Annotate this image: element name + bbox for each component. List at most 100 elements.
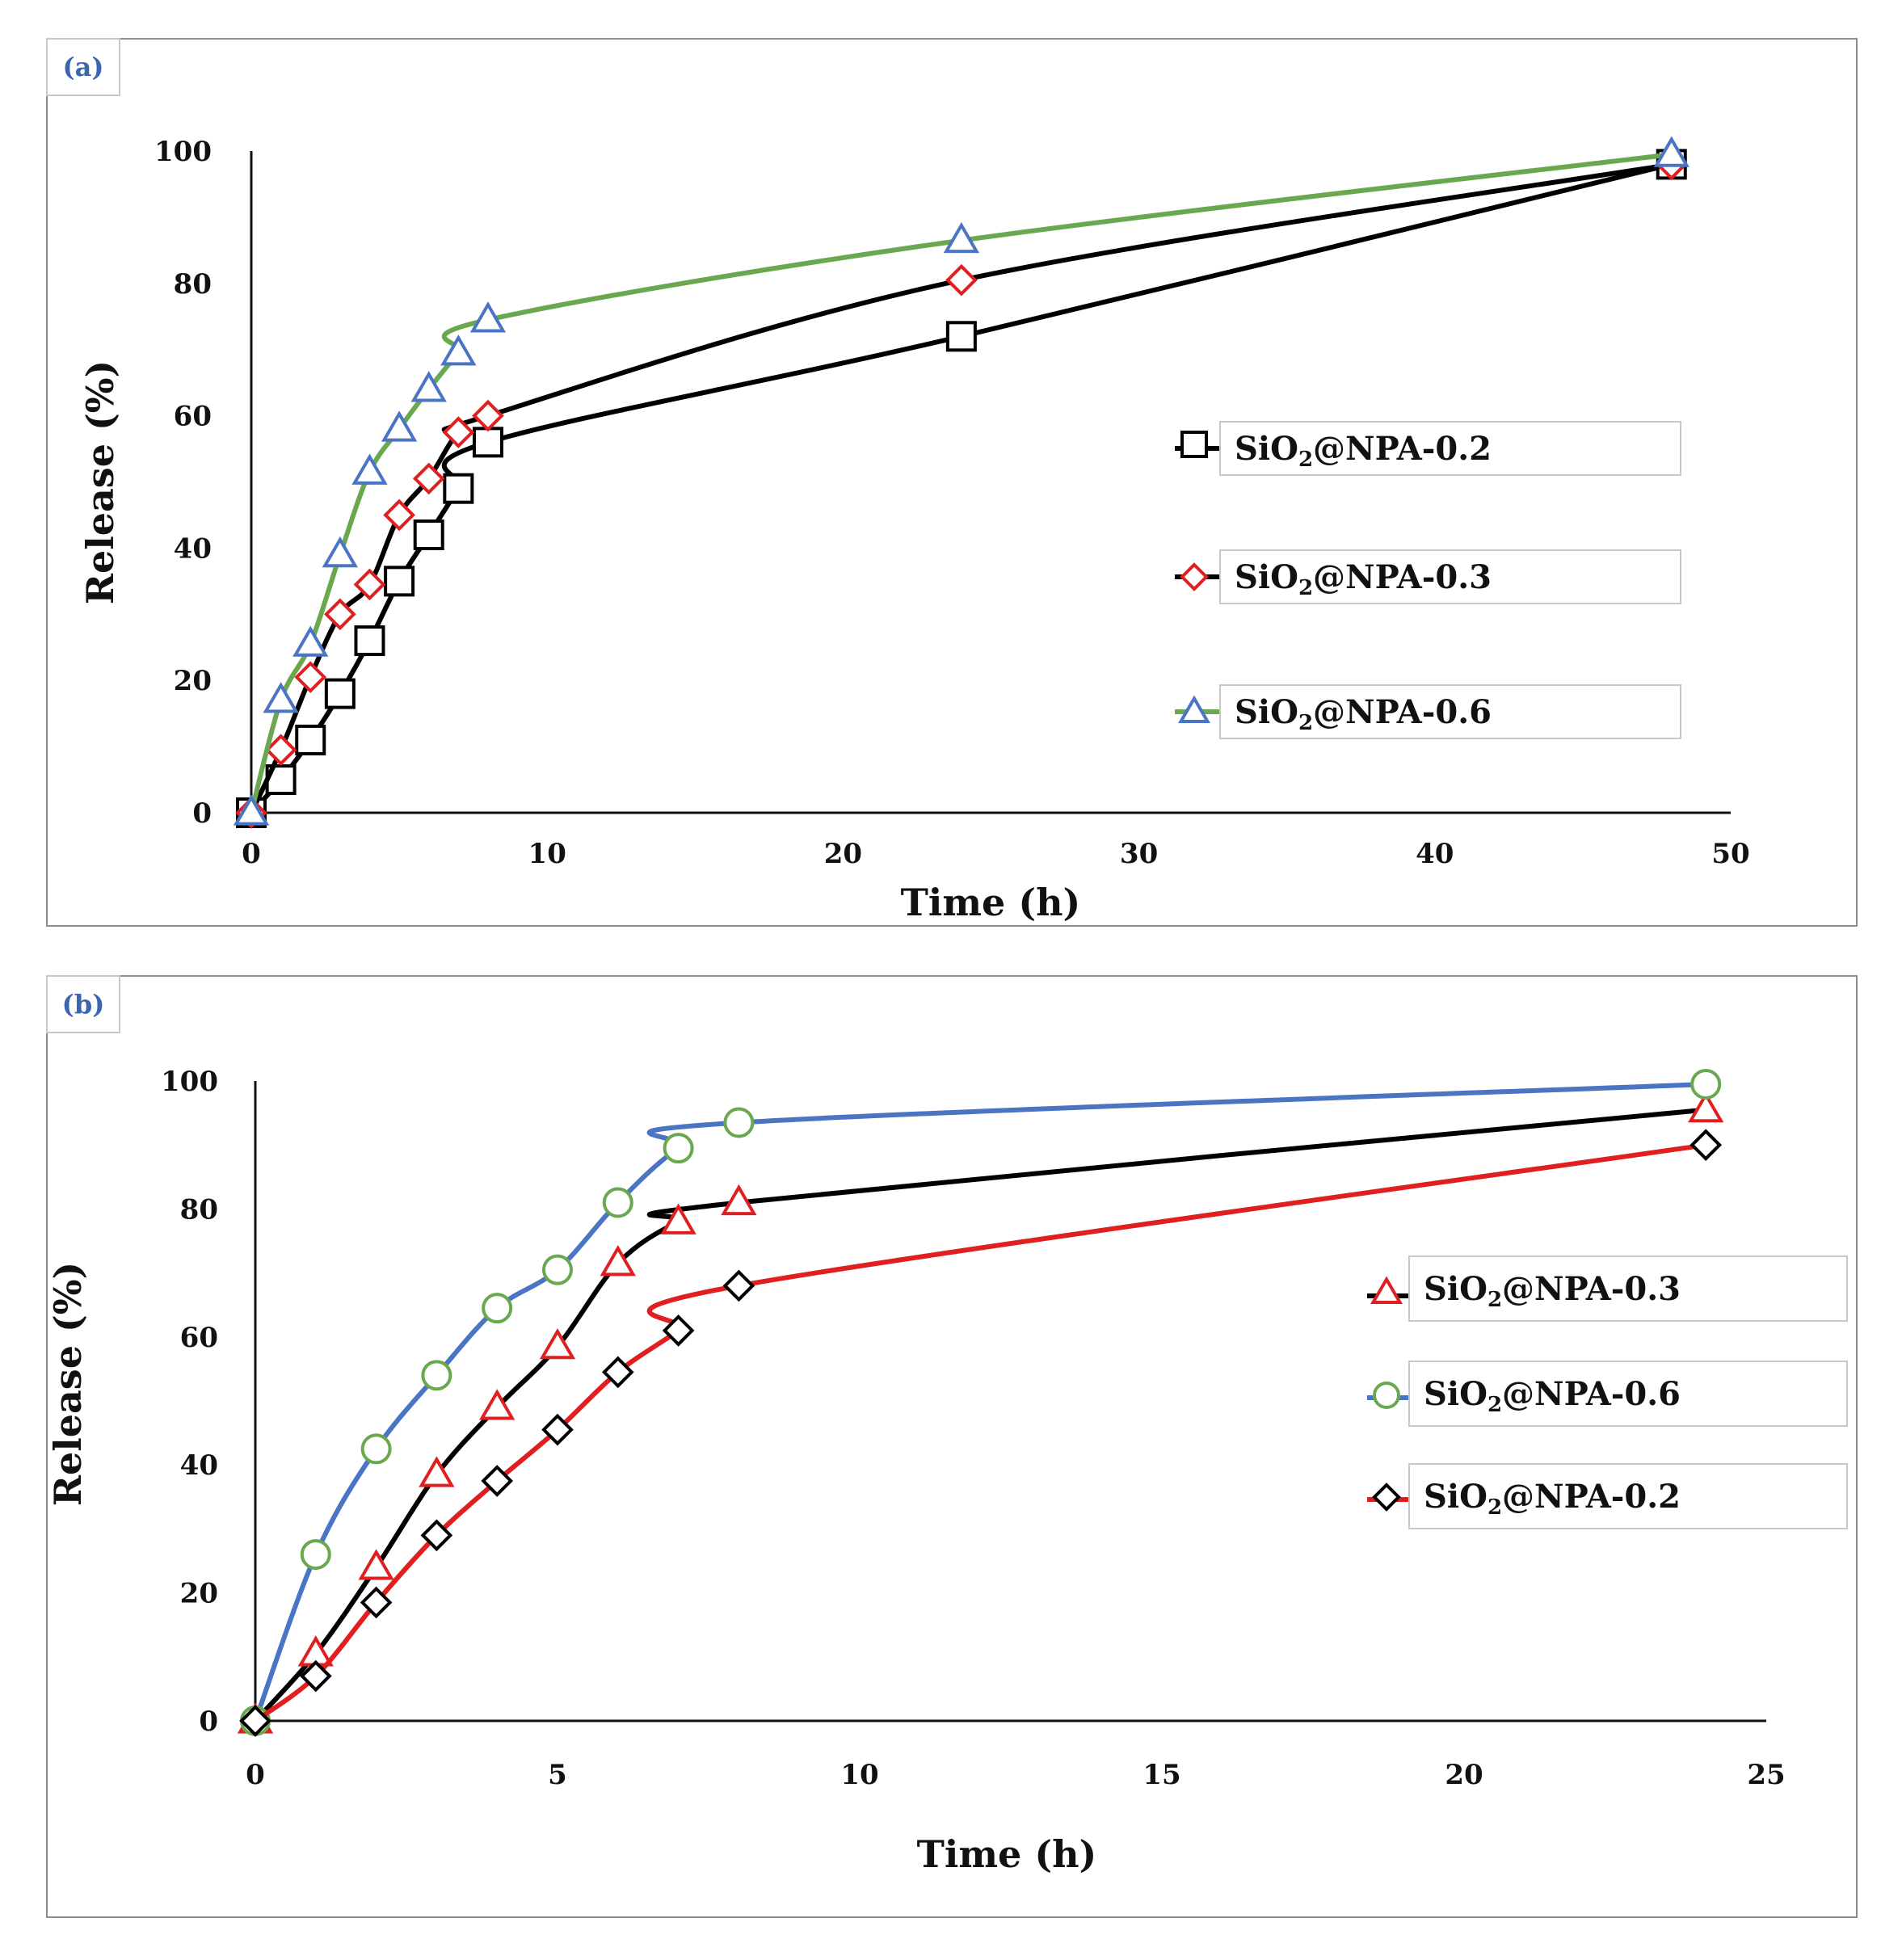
x-tick-label: 0 [246, 1759, 265, 1791]
panel-label-box [46, 975, 120, 1033]
panel-label: (a) [62, 52, 103, 82]
data-point [442, 416, 475, 448]
series-npa-0.6 [233, 136, 1689, 826]
legend-entry: SiO2@NPA-0.2 [1175, 421, 1681, 476]
y-tick-label: 60 [180, 1322, 218, 1354]
legend-box [1408, 1255, 1848, 1322]
data-point [294, 661, 327, 693]
data-point [360, 1586, 393, 1619]
data-point [322, 536, 359, 568]
data-point [945, 263, 978, 297]
data-point [412, 462, 445, 495]
data-point [600, 1245, 636, 1277]
y-tick-label: 40 [180, 1449, 218, 1482]
legend-label: SiO2@NPA-0.6 [1424, 1375, 1681, 1417]
series-npa-0.6 [240, 1068, 1722, 1736]
legend-box [1408, 1463, 1848, 1529]
data-point [721, 1184, 757, 1216]
panel-frame [46, 38, 1858, 927]
series-line [253, 1082, 1706, 1722]
x-tick-label: 25 [1747, 1759, 1785, 1791]
legend-marker [1180, 562, 1209, 591]
y-tick-label: 60 [174, 401, 212, 433]
data-point [662, 1314, 695, 1347]
legend-box [1219, 549, 1681, 604]
legend-marker [1178, 695, 1210, 723]
data-point [292, 625, 329, 657]
data-point [295, 724, 326, 755]
legend-entry: SiO2@NPA-0.6 [1175, 684, 1681, 739]
x-tick-label: 20 [1445, 1759, 1483, 1791]
legend-entry: SiO2@NPA-0.2 [1367, 1463, 1848, 1529]
chart-panel-b: (b) 0 5 10 15 20 25 0 20 40 60 80 100 Time (h) Release… [46, 975, 1858, 1918]
data-point [413, 519, 444, 551]
legend-label: SiO2@NPA-0.3 [1424, 1270, 1681, 1312]
legend-entry: SiO2@NPA-0.6 [1367, 1361, 1848, 1427]
legend-label: SiO2@NPA-0.2 [1235, 430, 1492, 472]
legend-label: SiO2@NPA-0.2 [1424, 1478, 1681, 1520]
data-point [299, 1659, 332, 1693]
data-point [1689, 1129, 1723, 1162]
y-tick-label: 0 [199, 1706, 218, 1738]
data-point [421, 1360, 452, 1391]
data-point [384, 566, 415, 597]
data-point [264, 734, 297, 767]
data-point [601, 1356, 634, 1389]
y-tick-label: 40 [174, 532, 212, 565]
legend-box [1219, 684, 1681, 739]
x-tick-label: 40 [1416, 838, 1454, 870]
series-npa-0.3 [235, 148, 1688, 829]
panel-label: (b) [62, 989, 105, 1020]
legend-marker [1180, 431, 1208, 458]
data-point [443, 473, 474, 504]
y-tick-label: 80 [174, 268, 212, 301]
x-tick-label: 0 [242, 838, 261, 870]
x-tick-label: 10 [840, 1759, 878, 1791]
x-tick-label: 5 [548, 1759, 567, 1791]
data-point [353, 568, 386, 601]
x-tick-label: 10 [528, 838, 566, 870]
data-point [324, 598, 356, 631]
data-point [419, 1456, 455, 1487]
legend-box [1219, 421, 1681, 476]
data-point [1653, 136, 1689, 167]
data-point [722, 1269, 755, 1302]
data-point [358, 1549, 394, 1580]
legend-label: SiO2@NPA-0.6 [1235, 693, 1492, 735]
y-axis-title: Release (%) [46, 1262, 90, 1506]
x-tick-label: 50 [1711, 838, 1749, 870]
series-npa-0.2 [239, 1129, 1723, 1737]
data-point [440, 334, 477, 366]
data-point [542, 1254, 573, 1285]
data-point [602, 1187, 633, 1218]
panel-frame [46, 975, 1858, 1918]
data-point [324, 678, 356, 709]
y-tick-label: 0 [192, 797, 212, 830]
data-point [663, 1133, 694, 1164]
data-point [472, 427, 503, 458]
x-axis-title: Time (h) [901, 881, 1081, 924]
data-point [469, 301, 507, 333]
data-point [1690, 1068, 1722, 1100]
data-point [351, 453, 388, 485]
legend-entry: SiO2@NPA-0.3 [1367, 1255, 1848, 1322]
x-axis-title: Time (h) [917, 1832, 1097, 1876]
data-point [233, 794, 270, 826]
data-point [541, 1413, 574, 1446]
y-axis-title: Release (%) [78, 360, 122, 604]
x-tick-label: 20 [824, 838, 862, 870]
legend-marker [1372, 1483, 1401, 1512]
x-tick-label: 15 [1142, 1759, 1180, 1791]
chart-panel-a: (a) 0 10 20 30 40 50 0 20 40 60 80 100 Time (h) Releas… [46, 38, 1858, 927]
y-tick-label: 20 [180, 1578, 218, 1610]
y-tick-label: 80 [180, 1193, 218, 1226]
data-point [300, 1539, 331, 1571]
data-point [539, 1327, 576, 1360]
data-point [482, 1293, 513, 1324]
data-point [479, 1389, 515, 1420]
data-point [239, 1705, 271, 1737]
data-point [945, 321, 977, 352]
data-point [383, 498, 415, 532]
data-point [723, 1107, 755, 1138]
